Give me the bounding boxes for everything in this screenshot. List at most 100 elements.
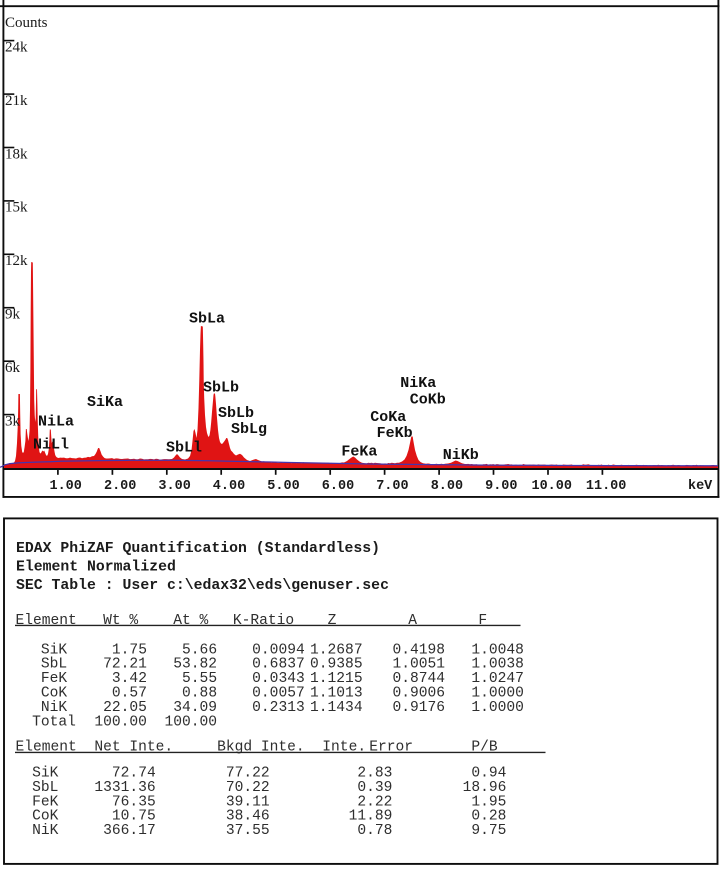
svg-text:0.0343: 0.0343 [252,671,305,687]
svg-text:Net Inte.: Net Inte. [94,740,173,756]
svg-text:21k: 21k [5,93,28,109]
svg-text:6.00: 6.00 [322,479,354,494]
svg-text:SbLb: SbLb [203,380,239,397]
svg-text:At %: At % [173,613,208,629]
svg-text:22.05: 22.05 [103,700,147,716]
svg-text:1.00: 1.00 [49,479,81,494]
svg-text:SiKa: SiKa [87,394,123,411]
svg-text:9k: 9k [5,307,21,323]
svg-text:3.00: 3.00 [158,479,190,494]
svg-text:SbLb: SbLb [218,405,254,422]
svg-text:F: F [478,613,487,629]
svg-text:76.35: 76.35 [112,794,156,810]
svg-text:2.00: 2.00 [104,479,136,494]
svg-text:1.0048: 1.0048 [471,642,524,658]
svg-text:34.09: 34.09 [173,700,217,716]
svg-text:10.00: 10.00 [531,479,572,494]
svg-text:1.0038: 1.0038 [471,657,524,673]
svg-text:72.21: 72.21 [103,657,147,673]
svg-text:39.11: 39.11 [226,794,270,810]
svg-text:18k: 18k [5,146,28,162]
svg-text:Bkgd Inte.: Bkgd Inte. [217,740,305,756]
svg-text:9.00: 9.00 [485,479,517,494]
svg-text:0.94: 0.94 [471,766,506,782]
svg-text:3k: 3k [5,413,21,429]
svg-text:0.4198: 0.4198 [392,642,445,658]
svg-text:SiK: SiK [32,766,59,782]
svg-text:0.28: 0.28 [471,809,506,825]
svg-text:1.95: 1.95 [471,794,506,810]
svg-text:NiK: NiK [41,700,68,716]
svg-text:0.6837: 0.6837 [252,657,305,673]
svg-text:37.55: 37.55 [226,823,270,839]
svg-text:5.00: 5.00 [267,479,299,494]
svg-text:0.0094: 0.0094 [252,642,305,658]
svg-text:SbLa: SbLa [189,311,225,328]
svg-text:6k: 6k [5,360,21,376]
svg-text:2.22: 2.22 [357,794,392,810]
svg-text:EDAX PhiZAF Quantification (St: EDAX PhiZAF Quantification (Standardless… [16,541,380,557]
svg-text:10.75: 10.75 [112,809,156,825]
svg-text:P/B: P/B [471,740,498,756]
svg-text:100.00: 100.00 [165,714,218,730]
svg-text:K-Ratio: K-Ratio [233,613,294,629]
svg-text:1.0000: 1.0000 [471,700,524,716]
svg-text:0.57: 0.57 [112,686,147,702]
svg-text:NiLl: NiLl [33,437,69,454]
svg-text:24k: 24k [5,39,28,55]
svg-text:0.9006: 0.9006 [392,686,445,702]
svg-text:SEC Table : User c:\edax32\eds: SEC Table : User c:\edax32\eds\genuser.s… [16,578,389,594]
svg-text:FeK: FeK [32,794,59,810]
svg-text:keV: keV [688,479,713,494]
svg-text:0.0057: 0.0057 [252,686,305,702]
svg-text:0.9385: 0.9385 [310,657,363,673]
svg-text:5.66: 5.66 [182,642,217,658]
svg-text:Element: Element [16,740,77,756]
svg-text:11.00: 11.00 [586,479,627,494]
svg-text:72.74: 72.74 [112,766,156,782]
svg-text:1.1434: 1.1434 [310,700,363,716]
svg-text:9.75: 9.75 [471,823,506,839]
svg-text:5.55: 5.55 [182,671,217,687]
svg-text:12k: 12k [5,253,28,269]
svg-text:1.75: 1.75 [112,642,147,658]
svg-text:Error: Error [369,740,413,756]
svg-text:77.22: 77.22 [226,766,270,782]
svg-text:53.82: 53.82 [173,657,217,673]
svg-text:FeK: FeK [41,671,68,687]
svg-text:0.78: 0.78 [357,823,392,839]
svg-text:NiK: NiK [32,823,59,839]
svg-text:SiK: SiK [41,642,68,658]
svg-text:7.00: 7.00 [376,479,408,494]
svg-text:CoKa: CoKa [370,409,406,426]
svg-text:1.1215: 1.1215 [310,671,363,687]
svg-text:Z: Z [328,613,337,629]
svg-text:SbL: SbL [41,657,67,673]
svg-text:Counts: Counts [5,15,48,31]
svg-text:CoK: CoK [41,686,68,702]
svg-text:SbLg: SbLg [231,421,267,438]
svg-text:1.0247: 1.0247 [471,671,524,687]
svg-text:Element Normalized: Element Normalized [16,560,176,576]
svg-text:Total: Total [32,714,76,730]
svg-text:1.0051: 1.0051 [392,657,445,673]
svg-text:FeKb: FeKb [377,425,413,442]
svg-text:366.17: 366.17 [103,823,156,839]
svg-text:38.46: 38.46 [226,809,270,825]
svg-text:Inte.: Inte. [322,740,366,756]
svg-text:0.2313: 0.2313 [252,700,305,716]
svg-text:NiKb: NiKb [443,447,479,464]
svg-text:11.89: 11.89 [349,809,393,825]
svg-text:18.96: 18.96 [463,780,507,796]
svg-text:1.2687: 1.2687 [310,642,363,658]
svg-text:1331.36: 1331.36 [94,780,155,796]
svg-text:70.22: 70.22 [226,780,270,796]
svg-text:NiLa: NiLa [38,414,74,431]
svg-text:15k: 15k [5,200,28,216]
svg-text:0.8744: 0.8744 [392,671,445,687]
svg-text:SbLl: SbLl [166,440,202,457]
svg-text:100.00: 100.00 [94,714,147,730]
svg-text:CoK: CoK [32,809,59,825]
svg-text:0.9176: 0.9176 [392,700,445,716]
svg-text:8.00: 8.00 [431,479,463,494]
